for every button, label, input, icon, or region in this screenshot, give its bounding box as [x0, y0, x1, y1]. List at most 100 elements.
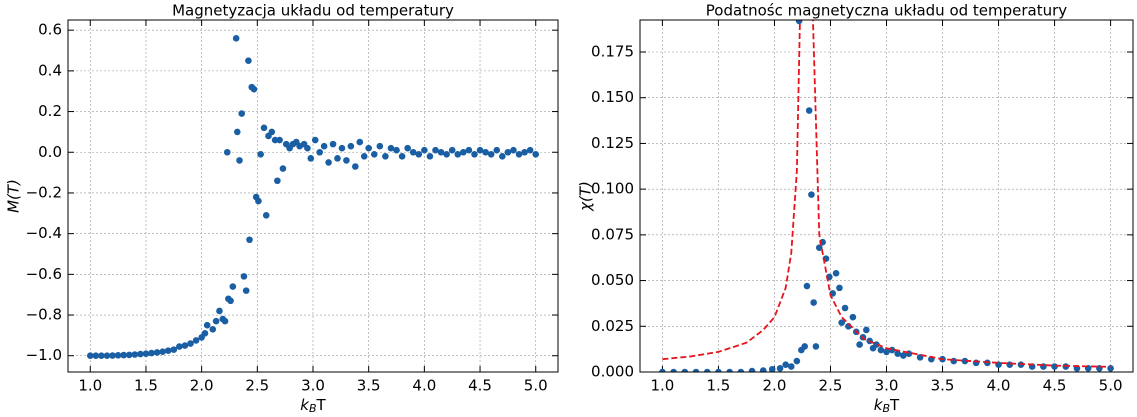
point — [883, 348, 890, 356]
y-tick-label: 0.075 — [591, 225, 634, 243]
point — [393, 146, 400, 154]
point — [404, 144, 411, 152]
point — [325, 159, 332, 166]
point — [793, 357, 801, 365]
point — [521, 148, 528, 156]
y-tick-label: 0.6 — [38, 21, 62, 39]
point — [670, 368, 677, 372]
point — [245, 57, 252, 64]
point — [148, 349, 155, 357]
point — [812, 343, 820, 350]
y-tick-label: 0.125 — [591, 134, 634, 152]
y-tick-label: −0.2 — [26, 183, 62, 201]
point — [659, 368, 666, 372]
point — [320, 142, 328, 150]
subplot: Podatnośc magnetyczna układu od temperat… — [577, 2, 1134, 415]
point — [805, 107, 813, 114]
y-tick-label: −0.6 — [26, 265, 62, 283]
point — [109, 352, 116, 359]
axes-frame — [639, 19, 1134, 373]
point — [950, 357, 958, 365]
point — [268, 128, 276, 136]
y-tick-label: −0.4 — [26, 224, 62, 242]
point — [192, 337, 200, 344]
point — [510, 146, 517, 154]
y-axis-label: χ(T) — [577, 181, 595, 212]
x-axis-label-part: B — [882, 402, 890, 415]
y-tick-label: −1.0 — [26, 346, 62, 364]
chart-title: Podatnośc magnetyczna układu od temperat… — [706, 2, 1068, 20]
point — [352, 163, 359, 170]
point — [131, 351, 139, 358]
point — [262, 212, 270, 219]
point — [493, 146, 501, 154]
point — [257, 150, 264, 158]
x-tick-label: 1.0 — [78, 377, 102, 395]
x-tick-label: 1.5 — [134, 377, 158, 395]
point — [376, 142, 384, 150]
point — [170, 346, 178, 353]
point — [240, 273, 248, 280]
point — [454, 150, 462, 158]
y-tick-label: 0.4 — [38, 61, 62, 79]
point — [437, 148, 445, 156]
point — [142, 350, 150, 357]
point — [856, 341, 863, 348]
x-tick-label: 1.0 — [650, 377, 674, 395]
point — [873, 341, 880, 348]
point — [365, 144, 372, 152]
point — [448, 146, 456, 154]
point — [460, 148, 467, 156]
point — [499, 153, 506, 160]
x-tick-label: 4.0 — [987, 377, 1011, 395]
point — [515, 150, 523, 158]
point — [387, 144, 395, 152]
x-tick-label: 3.5 — [357, 377, 381, 395]
x-tick-label: 5.0 — [1099, 377, 1123, 395]
point — [838, 319, 845, 326]
point — [748, 367, 756, 372]
point — [86, 352, 94, 360]
point — [759, 367, 767, 372]
x-tick-label: 4.5 — [468, 377, 492, 395]
point — [681, 368, 689, 372]
y-axis-label: M(T) — [5, 179, 23, 213]
point — [125, 351, 133, 359]
point — [279, 165, 287, 172]
point — [795, 20, 803, 25]
x-tick-label: 2.5 — [819, 377, 843, 395]
point — [260, 124, 268, 132]
y-tick-label: 0.100 — [591, 180, 634, 198]
point — [726, 368, 733, 372]
point — [432, 146, 439, 154]
point — [810, 299, 817, 306]
x-axis-label-part: k — [300, 396, 310, 414]
point — [236, 157, 243, 164]
point — [201, 330, 209, 337]
point — [832, 269, 840, 277]
y-tick-label: 0.0 — [38, 143, 62, 161]
point — [216, 307, 223, 315]
point — [311, 136, 319, 144]
point — [137, 350, 144, 358]
x-tick-label: 1.5 — [707, 377, 731, 395]
y-tick-label: 0.025 — [591, 317, 634, 335]
point — [209, 325, 217, 333]
point — [114, 352, 122, 359]
point — [360, 153, 368, 160]
point — [242, 287, 250, 294]
axes-frame — [67, 19, 559, 373]
point — [768, 365, 776, 372]
point — [153, 349, 161, 356]
point — [233, 128, 241, 136]
x-tick-label: 3.0 — [301, 377, 325, 395]
point — [849, 313, 857, 321]
point — [776, 365, 784, 372]
point — [398, 153, 406, 160]
point — [421, 146, 428, 154]
x-axis-label: kBT — [300, 396, 326, 416]
point — [877, 346, 885, 354]
point — [221, 317, 229, 325]
y-tick-label: 0.150 — [591, 88, 634, 106]
